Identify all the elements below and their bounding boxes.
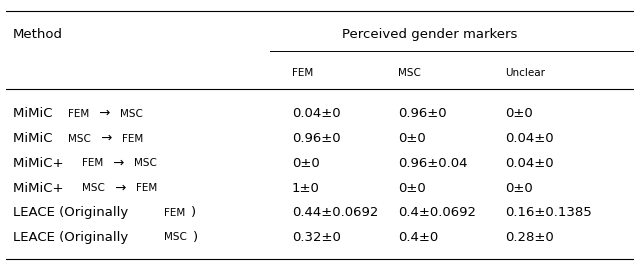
Text: MSC: MSC bbox=[134, 158, 156, 168]
Text: MSC: MSC bbox=[164, 232, 187, 242]
Text: 0.96±0: 0.96±0 bbox=[398, 108, 447, 120]
Text: FEM: FEM bbox=[82, 158, 103, 168]
Text: 0.04±0: 0.04±0 bbox=[292, 108, 340, 120]
Text: FEM: FEM bbox=[164, 208, 185, 218]
Text: Method: Method bbox=[13, 28, 63, 41]
Text: 0.96±0: 0.96±0 bbox=[292, 132, 340, 145]
Text: FEM: FEM bbox=[68, 109, 89, 119]
Text: MSC: MSC bbox=[68, 134, 91, 144]
Text: →: → bbox=[111, 181, 131, 195]
Text: 0±0: 0±0 bbox=[505, 108, 532, 120]
Text: 0±0: 0±0 bbox=[398, 132, 426, 145]
Text: →: → bbox=[95, 108, 115, 120]
Text: 0.04±0: 0.04±0 bbox=[505, 132, 554, 145]
Text: 0±0: 0±0 bbox=[292, 157, 319, 170]
Text: LEACE (Originally: LEACE (Originally bbox=[13, 206, 132, 219]
Text: ): ) bbox=[193, 231, 198, 244]
Text: →: → bbox=[109, 157, 129, 170]
Text: MiMiC: MiMiC bbox=[13, 132, 56, 145]
Text: Perceived gender markers: Perceived gender markers bbox=[342, 28, 518, 41]
Text: 0.04±0: 0.04±0 bbox=[505, 157, 554, 170]
Text: →: → bbox=[97, 132, 116, 145]
Text: 0±0: 0±0 bbox=[398, 181, 426, 195]
Text: MSC: MSC bbox=[398, 68, 421, 78]
Text: 0.4±0: 0.4±0 bbox=[398, 231, 438, 244]
Text: 0.32±0: 0.32±0 bbox=[292, 231, 340, 244]
Text: 0.16±0.1385: 0.16±0.1385 bbox=[505, 206, 592, 219]
Text: 1±0: 1±0 bbox=[292, 181, 319, 195]
Text: LEACE (Originally: LEACE (Originally bbox=[13, 231, 132, 244]
Text: 0.44±0.0692: 0.44±0.0692 bbox=[292, 206, 378, 219]
Text: 0.28±0: 0.28±0 bbox=[505, 231, 554, 244]
Text: FEM: FEM bbox=[136, 183, 157, 193]
Text: 0.4±0.0692: 0.4±0.0692 bbox=[398, 206, 476, 219]
Text: FEM: FEM bbox=[292, 68, 313, 78]
Text: 0±0: 0±0 bbox=[505, 181, 532, 195]
Text: 0.96±0.04: 0.96±0.04 bbox=[398, 157, 468, 170]
Text: MiMiC+: MiMiC+ bbox=[13, 181, 67, 195]
Text: MSC: MSC bbox=[120, 109, 143, 119]
Text: MiMiC: MiMiC bbox=[13, 108, 56, 120]
Text: ): ) bbox=[191, 206, 196, 219]
Text: MiMiC+: MiMiC+ bbox=[13, 157, 67, 170]
Text: Unclear: Unclear bbox=[505, 68, 545, 78]
Text: MSC: MSC bbox=[82, 183, 105, 193]
Text: FEM: FEM bbox=[122, 134, 143, 144]
